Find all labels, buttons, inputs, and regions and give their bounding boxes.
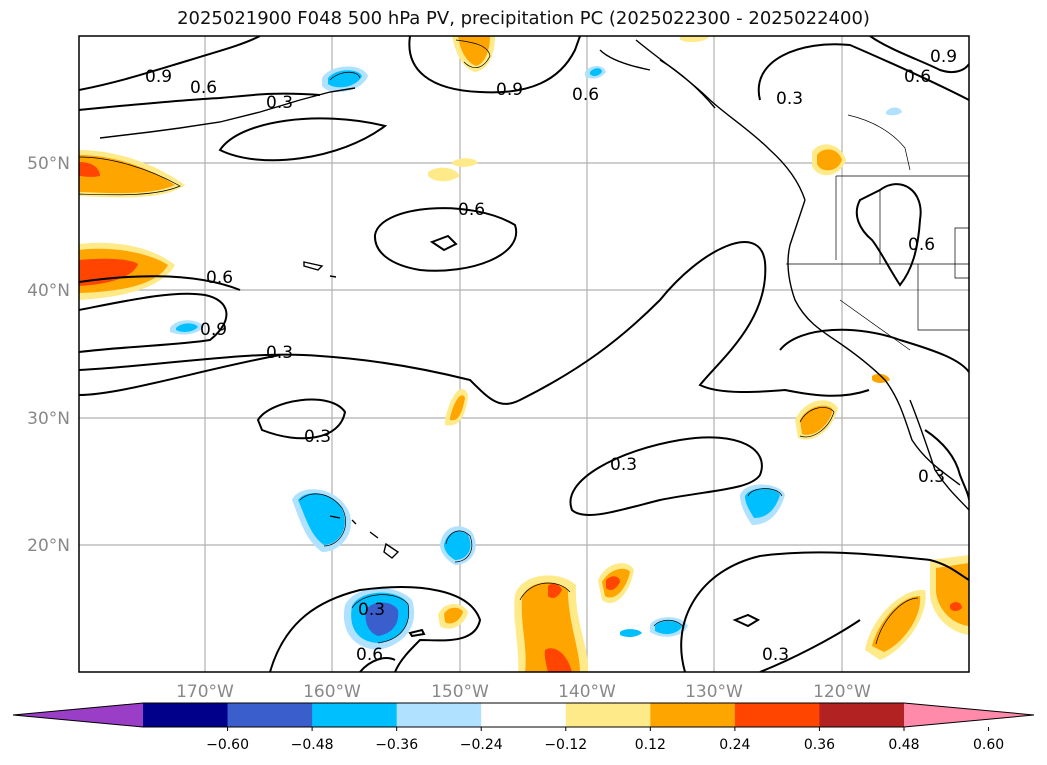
lat-tick-label: 40°N [27,281,70,301]
colorbar-tick-label: 0.24 [719,737,750,753]
colorbar: −0.60 −0.48 −0.36 −0.24 −0.12 0.12 0.24 0.36 0.4… [12,702,1035,753]
contour-labels: 0.9 0.6 0.3 0.9 0.6 0.6 0.6 0.9 0.3 0.3 … [145,47,957,665]
map-title: 2025021900 F048 500 hPa PV, precipitatio… [177,8,870,29]
contour-label: 0.6 [458,200,485,220]
colorbar-segment [227,703,313,727]
contour-label: 0.6 [190,78,217,98]
colorbar-tick-label: −0.36 [375,737,418,753]
colorbar-segment [312,703,398,727]
colorbar-tick-label: 0.36 [804,737,835,753]
lat-tick-labels: 50°N 40°N 30°N 20°N [27,154,70,556]
contour-label: 0.9 [930,47,957,67]
lon-tick-label: 150°W [431,682,489,702]
pv-contours [79,36,969,672]
contour-label: 0.9 [496,80,523,100]
contour-label: 0.3 [266,343,293,363]
lat-tick-label: 20°N [27,536,70,556]
lat-tick-label: 30°N [27,409,70,429]
colorbar-tick-label: −0.48 [291,737,334,753]
contour-label: 0.3 [776,89,803,109]
lon-tick-label: 120°W [813,682,871,702]
contour-label: 0.3 [266,93,293,113]
contour-label: 0.6 [206,268,233,288]
colorbar-tick-label: 0.12 [635,737,666,753]
colorbar-tick-label: −0.24 [460,737,503,753]
contour-label: 0.3 [610,455,637,475]
lat-tick-label: 50°N [27,154,70,174]
contour-label: 0.6 [908,235,935,255]
lon-tick-label: 140°W [558,682,616,702]
contour-label: 0.9 [145,67,172,87]
lon-tick-label: 130°W [685,682,743,702]
colorbar-tick-label: −0.60 [206,737,249,753]
colorbar-segment [734,703,820,727]
contour-label: 0.6 [572,85,599,105]
colorbar-segment [396,703,482,727]
lon-tick-label: 160°W [303,682,361,702]
state-borders [786,114,969,351]
coastlines [99,39,969,559]
colorbar-segment [481,703,567,727]
contour-label: 0.3 [304,427,331,447]
gridlines [79,36,969,672]
colorbar-outline [12,702,1035,728]
contour-label: 0.6 [356,645,383,665]
colorbar-tick-label: −0.12 [544,737,587,753]
colorbar-tick-label: 0.48 [888,737,919,753]
precip-negative-areas [170,66,902,650]
colorbar-segment [565,703,651,727]
contour-label: 0.6 [904,67,931,87]
colorbar-extend-low [13,703,143,727]
precip-positive-areas [79,36,969,672]
colorbar-segment [143,703,229,727]
colorbar-tick-label: 0.60 [973,737,1004,753]
contour-label: 0.3 [358,600,385,620]
colorbar-extend-high [904,703,1034,727]
colorbar-segment [819,703,905,727]
contour-label: 0.9 [200,320,227,340]
map-frame [78,35,970,673]
lon-tick-labels: 170°W 160°W 150°W 140°W 130°W 120°W [176,682,871,702]
contour-label: 0.3 [918,467,945,487]
lon-tick-label: 170°W [176,682,234,702]
colorbar-segment [650,703,736,727]
contour-label: 0.3 [762,645,789,665]
